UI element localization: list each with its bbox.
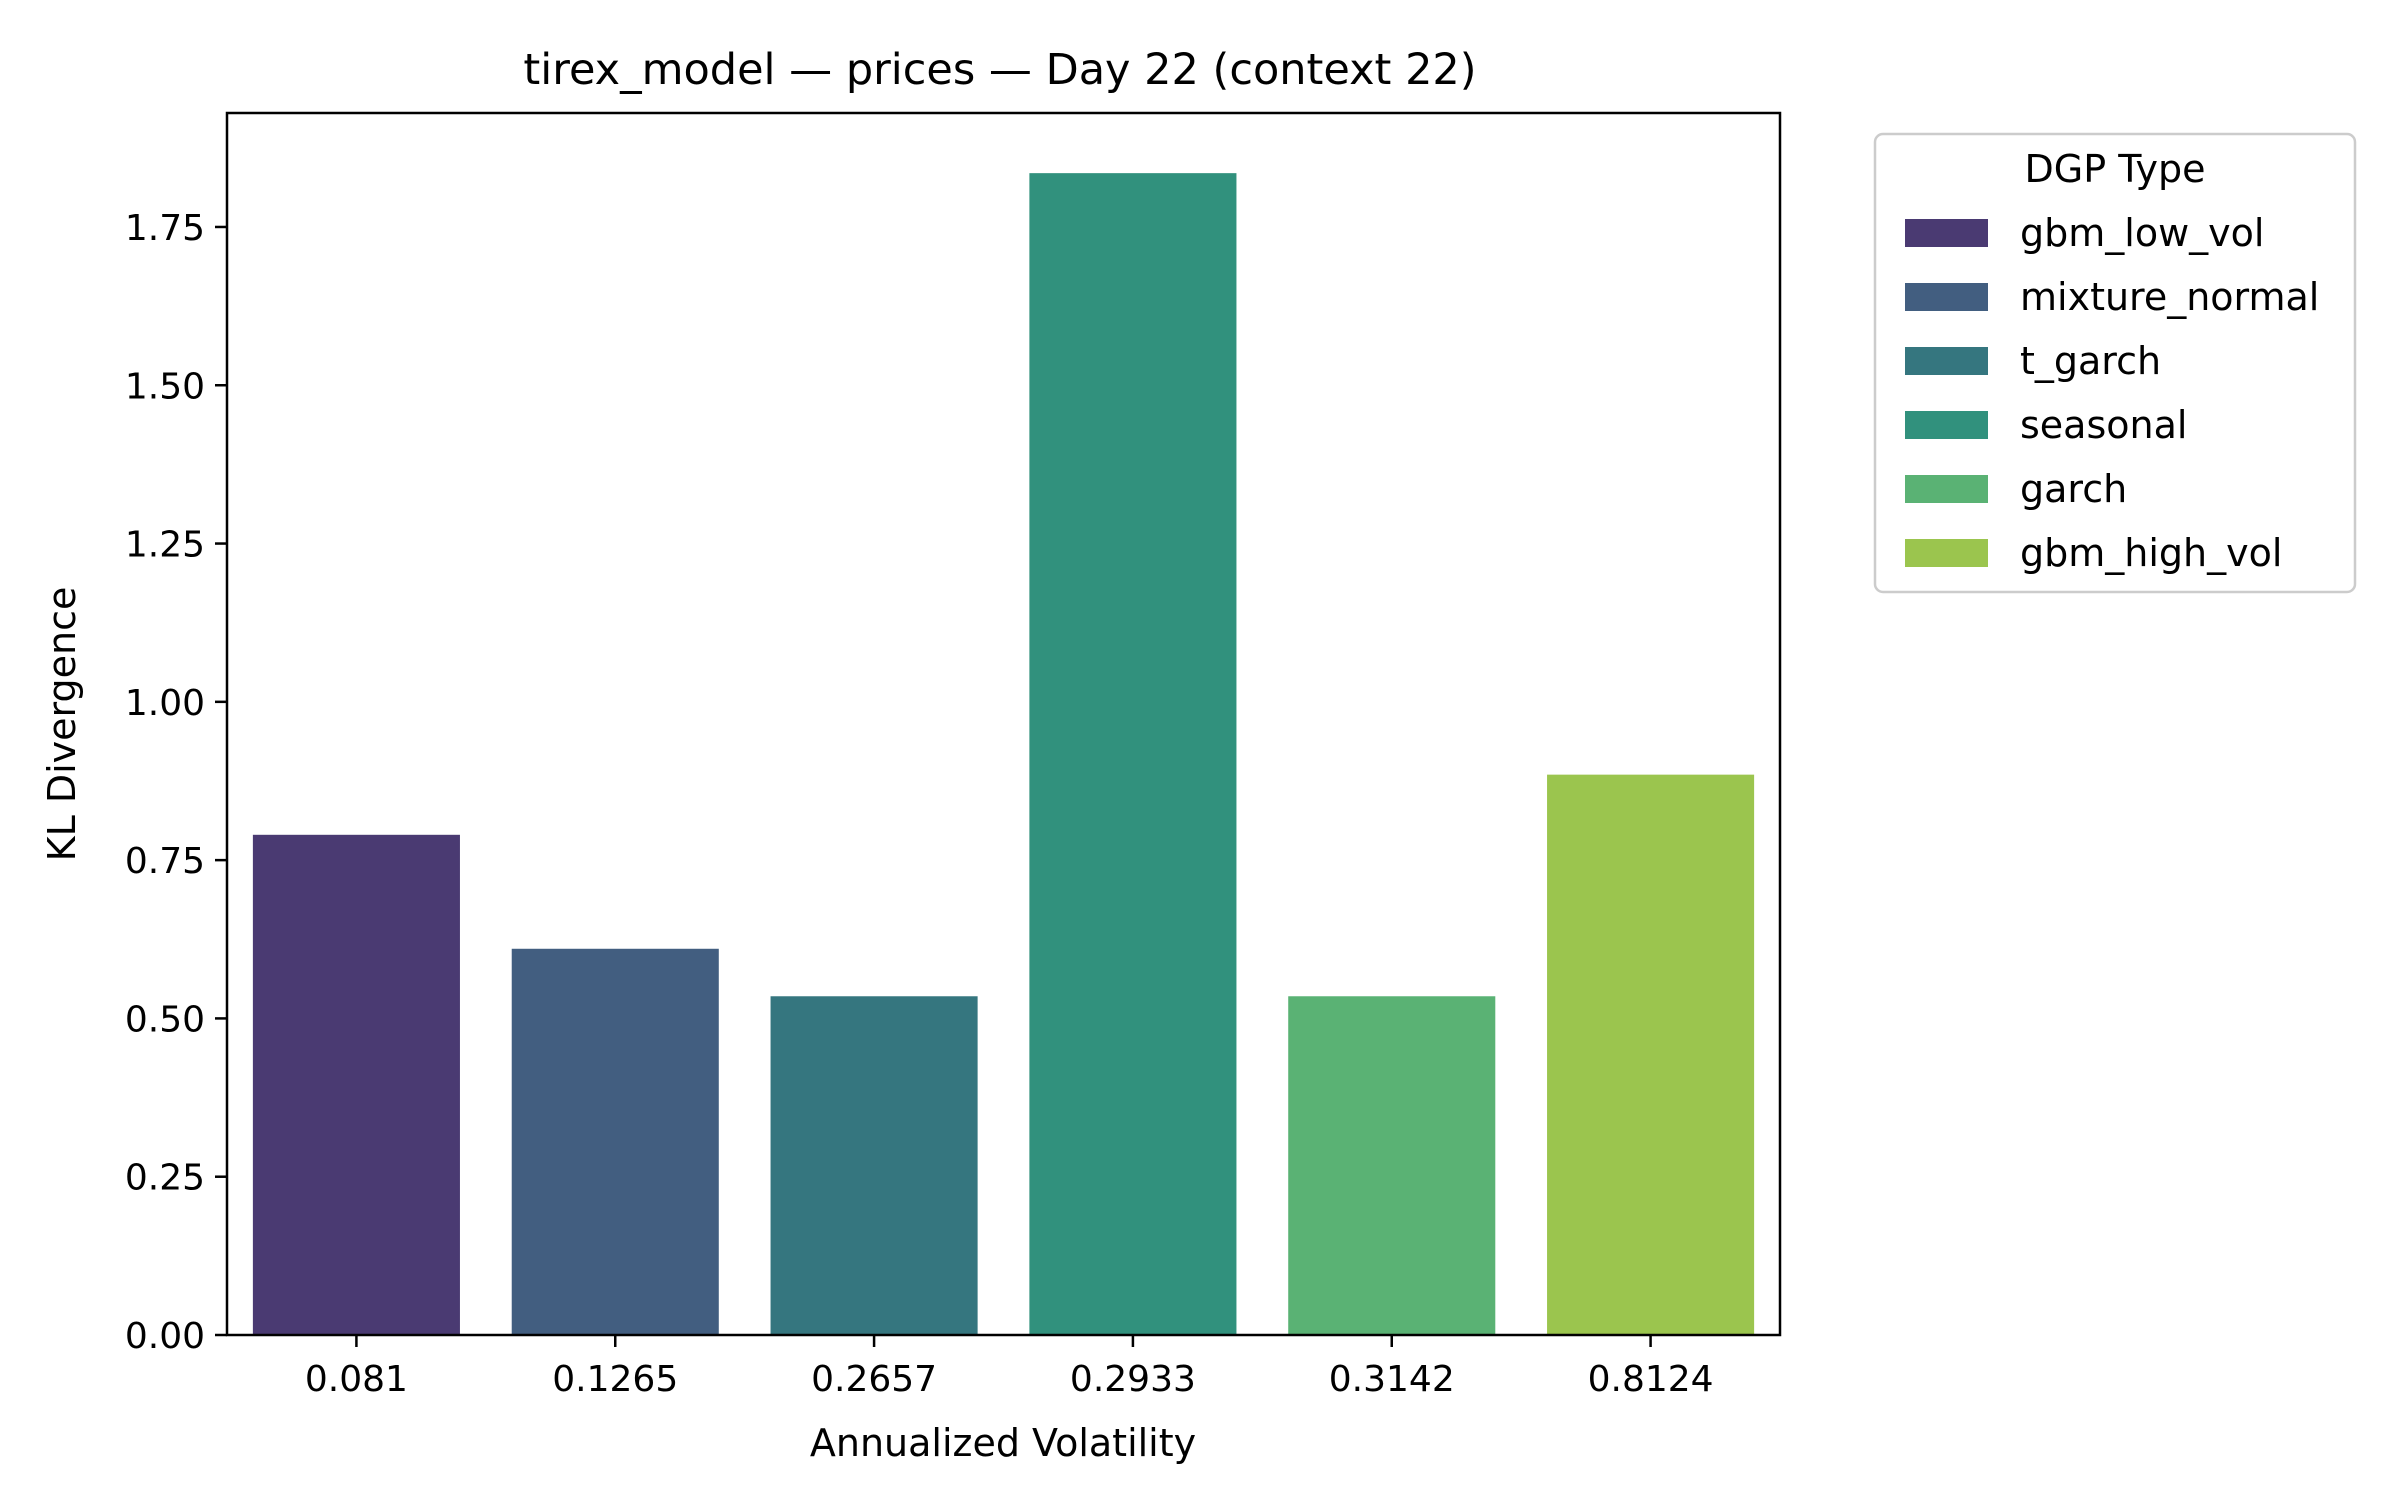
x-tick-label: 0.1265	[552, 1359, 678, 1400]
x-axis-label: Annualized Volatility	[810, 1421, 1196, 1465]
x-tick-label: 0.8124	[1588, 1359, 1714, 1400]
legend-swatch-garch	[1905, 475, 1988, 503]
y-tick-label: 1.50	[125, 366, 205, 407]
bar-mixture-normal	[511, 948, 719, 1335]
legend-swatch-t-garch	[1905, 347, 1988, 375]
y-tick-label: 1.75	[125, 208, 205, 249]
bars-group	[252, 173, 1755, 1335]
y-tick-label: 0.25	[125, 1158, 205, 1199]
x-tick-label: 0.2657	[811, 1359, 937, 1400]
y-tick-label: 0.00	[125, 1316, 205, 1357]
legend-swatch-gbm-low-vol	[1905, 219, 1988, 247]
legend-label-gbm-low-vol: gbm_low_vol	[2020, 211, 2264, 255]
legend-swatch-mixture-normal	[1905, 283, 1988, 311]
legend-swatch-seasonal	[1905, 411, 1988, 439]
y-tick-label: 1.25	[125, 525, 205, 566]
y-tick-label: 1.00	[125, 683, 205, 724]
legend-label-garch: garch	[2020, 467, 2127, 511]
x-axis-ticks: 0.081 0.1265 0.2657 0.2933 0.3142 0.8124	[305, 1335, 1714, 1400]
y-tick-label: 0.50	[125, 999, 205, 1040]
bar-garch	[1288, 996, 1496, 1335]
legend-title: DGP Type	[2025, 147, 2206, 191]
bar-gbm-low-vol	[252, 834, 460, 1335]
legend-label-gbm-high-vol: gbm_high_vol	[2020, 531, 2282, 575]
legend-label-seasonal: seasonal	[2020, 403, 2187, 447]
y-axis-label: KL Divergence	[40, 587, 84, 862]
plot-frame	[225, 111, 1782, 1337]
bar-t-garch	[770, 996, 978, 1335]
bar-seasonal	[1029, 173, 1237, 1335]
bar-gbm-high-vol	[1547, 774, 1755, 1335]
y-tick-label: 0.75	[125, 841, 205, 882]
y-axis-ticks: 0.00 0.25 0.50 0.75 1.00 1.25 1.50 1.75	[125, 208, 227, 1357]
chart-title: tirex_model — prices — Day 22 (context 2…	[523, 45, 1476, 95]
legend-frame	[1873, 132, 2357, 594]
legend-label-t-garch: t_garch	[2020, 339, 2161, 383]
x-tick-label: 0.2933	[1070, 1359, 1196, 1400]
x-tick-label: 0.3142	[1329, 1359, 1455, 1400]
legend-entries: gbm_low_vol mixture_normal t_garch seasonal…	[1905, 211, 2319, 575]
legend-swatch-gbm-high-vol	[1905, 539, 1988, 567]
legend-label-mixture-normal: mixture_normal	[2020, 275, 2319, 319]
legend: DGP Type gbm_low_vol mixture_normal t_garc…	[1873, 132, 2357, 594]
x-tick-label: 0.081	[305, 1359, 408, 1400]
